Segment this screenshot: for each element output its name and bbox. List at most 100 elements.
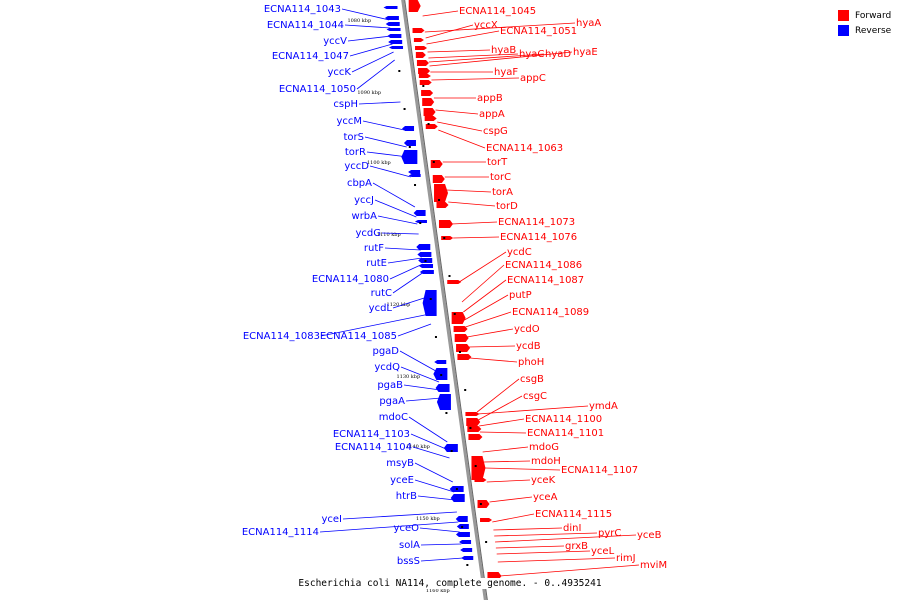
reverse-gene-label[interactable]: solA	[399, 540, 420, 551]
forward-gene-label[interactable]: ECNA114_1063	[486, 143, 563, 154]
forward-feature[interactable]	[454, 334, 469, 342]
reverse-gene-label[interactable]: htrB	[396, 491, 417, 502]
forward-gene-label[interactable]: phoH	[518, 357, 544, 368]
forward-gene-label[interactable]: putP	[509, 290, 532, 301]
forward-gene-label[interactable]: yccX	[474, 20, 498, 31]
reverse-feature[interactable]	[435, 384, 450, 392]
forward-feature[interactable]	[468, 434, 483, 440]
forward-gene-label[interactable]: ECNA114_1107	[561, 465, 638, 476]
forward-gene-label[interactable]: csgB	[520, 374, 544, 385]
forward-feature[interactable]	[419, 80, 432, 85]
reverse-feature[interactable]	[419, 270, 434, 274]
reverse-gene-label[interactable]: yccJ	[354, 195, 374, 206]
forward-feature[interactable]	[425, 124, 438, 129]
forward-feature[interactable]	[416, 60, 429, 66]
forward-gene-label[interactable]: ECNA114_1089	[512, 307, 589, 318]
forward-feature[interactable]	[480, 518, 493, 522]
reverse-gene-label[interactable]: yccM	[336, 116, 362, 127]
forward-feature[interactable]	[474, 478, 487, 482]
reverse-gene-label[interactable]: ECNA114_1050	[279, 84, 356, 95]
forward-gene-label[interactable]: ECNA114_1045	[459, 6, 536, 17]
forward-gene-label[interactable]: yceL	[591, 546, 615, 557]
forward-gene-label[interactable]: ECNA114_1086	[505, 260, 582, 271]
forward-gene-label[interactable]: appC	[520, 73, 546, 84]
reverse-feature[interactable]	[422, 290, 437, 316]
forward-feature[interactable]	[471, 456, 486, 480]
forward-gene-label[interactable]: ycdO	[514, 324, 540, 335]
forward-feature[interactable]	[415, 46, 428, 50]
forward-gene-label[interactable]: ECNA114_1100	[525, 414, 602, 425]
reverse-feature[interactable]	[419, 264, 434, 268]
forward-gene-label[interactable]: hyaD	[545, 49, 571, 60]
forward-feature[interactable]	[421, 90, 434, 96]
forward-gene-label[interactable]: torT	[487, 157, 508, 168]
reverse-gene-label[interactable]: torR	[345, 147, 366, 158]
forward-feature[interactable]	[457, 354, 472, 360]
forward-feature[interactable]	[424, 116, 437, 121]
reverse-gene-label[interactable]: rutE	[366, 258, 387, 269]
reverse-feature[interactable]	[388, 40, 403, 44]
forward-gene-label[interactable]: mdoG	[529, 442, 559, 453]
forward-gene-label[interactable]: yceK	[531, 475, 556, 486]
forward-gene-label[interactable]: csgC	[523, 391, 547, 402]
reverse-feature[interactable]	[401, 150, 418, 164]
reverse-gene-label[interactable]: rutC	[371, 288, 392, 299]
reverse-feature[interactable]	[436, 394, 451, 410]
reverse-gene-label[interactable]: yceO	[394, 523, 420, 534]
forward-feature[interactable]	[422, 98, 435, 106]
reverse-gene-label[interactable]: msyB	[386, 458, 414, 469]
reverse-feature[interactable]	[408, 170, 421, 174]
reverse-gene-label[interactable]: cbpA	[347, 178, 372, 189]
forward-gene-label[interactable]: appA	[479, 109, 505, 120]
reverse-gene-label[interactable]: ycdG	[355, 228, 381, 239]
forward-gene-label[interactable]: appB	[477, 93, 503, 104]
forward-gene-label[interactable]: torC	[490, 172, 511, 183]
reverse-feature[interactable]	[434, 360, 447, 364]
reverse-feature[interactable]	[443, 444, 458, 452]
reverse-feature[interactable]	[403, 140, 416, 146]
reverse-feature[interactable]	[416, 244, 431, 250]
forward-gene-label[interactable]: ECNA114_1101	[527, 428, 604, 439]
reverse-gene-label[interactable]: ECNA114_1080	[312, 274, 389, 285]
reverse-gene-label[interactable]: pgaA	[379, 396, 405, 407]
forward-gene-label[interactable]: hyaF	[494, 67, 518, 78]
reverse-feature[interactable]	[455, 532, 470, 537]
forward-feature[interactable]	[423, 108, 436, 116]
reverse-feature[interactable]	[459, 540, 472, 544]
reverse-gene-label[interactable]: ECNA114_1114	[242, 527, 319, 538]
reverse-gene-label[interactable]: ycdL	[369, 303, 393, 314]
reverse-gene-label[interactable]: ECNA114_1103	[333, 429, 410, 440]
forward-feature[interactable]	[456, 344, 471, 352]
forward-feature[interactable]	[418, 68, 431, 74]
forward-gene-label[interactable]: hyaE	[573, 47, 598, 58]
forward-gene-label[interactable]: dinI	[563, 523, 581, 534]
reverse-gene-label[interactable]: ECNA114_1085	[320, 331, 397, 342]
forward-gene-label[interactable]: ycdB	[516, 341, 541, 352]
reverse-feature[interactable]	[455, 516, 468, 522]
forward-gene-label[interactable]: torA	[492, 187, 513, 198]
forward-gene-label[interactable]: ECNA114_1073	[498, 217, 575, 228]
reverse-feature[interactable]	[387, 34, 402, 38]
reverse-feature[interactable]	[414, 220, 427, 223]
reverse-feature[interactable]	[402, 126, 415, 131]
reverse-gene-label[interactable]: yccD	[344, 161, 369, 172]
forward-gene-label[interactable]: cspG	[483, 126, 508, 137]
forward-gene-label[interactable]: ECNA114_1051	[500, 26, 577, 37]
reverse-feature[interactable]	[461, 556, 474, 560]
reverse-feature[interactable]	[385, 22, 400, 26]
forward-gene-label[interactable]: ECNA114_1076	[500, 232, 577, 243]
forward-feature[interactable]	[415, 52, 426, 58]
reverse-feature[interactable]	[450, 494, 465, 502]
forward-feature[interactable]	[453, 326, 468, 332]
forward-feature[interactable]	[430, 160, 443, 168]
forward-gene-label[interactable]: mviM	[640, 560, 667, 571]
forward-feature[interactable]	[418, 74, 431, 78]
reverse-feature[interactable]	[386, 28, 401, 31]
reverse-gene-label[interactable]: mdoC	[379, 412, 408, 423]
reverse-gene-label[interactable]: yceE	[390, 475, 414, 486]
reverse-feature[interactable]	[383, 6, 398, 9]
reverse-feature[interactable]	[417, 252, 432, 257]
reverse-gene-label[interactable]: yccV	[323, 36, 347, 47]
reverse-feature[interactable]	[384, 16, 399, 20]
reverse-gene-label[interactable]: ECNA114_1083	[243, 331, 320, 342]
